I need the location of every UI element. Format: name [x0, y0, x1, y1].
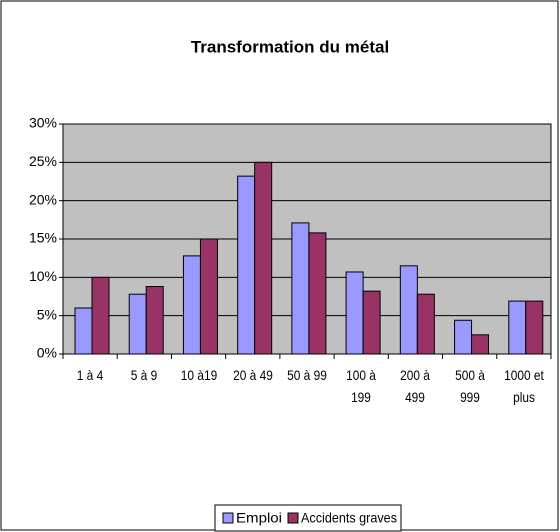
y-tick-label: 15%: [29, 230, 57, 246]
legend-label: Accidents graves: [301, 510, 397, 526]
x-tick-label: 50 à 99: [287, 367, 327, 383]
legend-swatch: [222, 512, 234, 524]
x-tick-label: 5 à 9: [131, 367, 158, 383]
y-tick-label: 10%: [29, 268, 57, 284]
y-tick-label: 30%: [29, 115, 57, 131]
bar: [145, 286, 164, 355]
y-tick-label: 0%: [37, 345, 57, 361]
bar: [416, 293, 435, 355]
bar: [508, 300, 527, 355]
legend-box: [214, 504, 402, 532]
x-tick-label: 10 à19: [180, 367, 217, 383]
x-tick-label: 100 à 199: [346, 367, 377, 405]
bar: [254, 161, 273, 355]
y-tick-label: 20%: [29, 191, 57, 207]
y-tick-label: 25%: [29, 153, 57, 169]
bar: [399, 265, 418, 355]
bar: [291, 222, 310, 355]
legend-swatch: [287, 512, 299, 524]
bar: [182, 255, 201, 355]
x-tick-label: 200 à 499: [400, 367, 431, 405]
x-tick-label: 500 à 999: [454, 367, 485, 405]
bar: [525, 300, 544, 355]
bar: [454, 319, 473, 355]
bar: [362, 290, 381, 355]
bar: [74, 307, 93, 355]
bar: [237, 175, 256, 355]
x-tick-label: 1000 et plus: [504, 367, 544, 405]
legend-label: Emploi: [236, 510, 282, 526]
x-tick-label: 1 à 4: [76, 367, 104, 383]
y-tick-label: 5%: [37, 306, 57, 322]
x-tick-label: 20 à 49: [232, 367, 273, 383]
bar: [308, 232, 327, 355]
chart-title: Transformation du métal: [191, 37, 389, 56]
bar: [128, 293, 147, 355]
bar: [345, 271, 364, 355]
bar: [471, 334, 490, 355]
bar: [91, 276, 110, 355]
bar: [199, 238, 218, 355]
